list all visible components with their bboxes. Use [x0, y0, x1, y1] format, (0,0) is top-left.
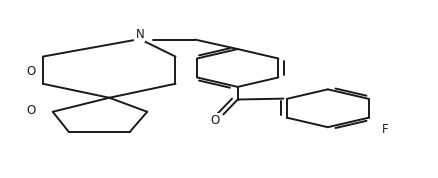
Text: O: O [26, 65, 35, 78]
Text: O: O [26, 104, 35, 117]
Text: O: O [210, 114, 219, 127]
Text: N: N [135, 28, 144, 41]
Text: F: F [382, 123, 389, 136]
